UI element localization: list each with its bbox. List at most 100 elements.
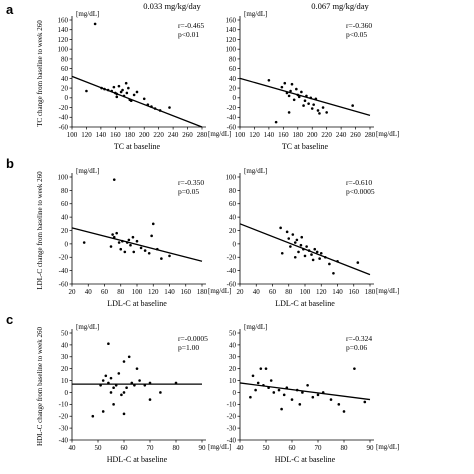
stat-label: r=-0.350 <box>178 178 204 187</box>
data-point <box>314 97 318 101</box>
y-unit-label: [mg/dL] <box>244 167 267 175</box>
data-point <box>106 88 110 92</box>
data-point <box>254 388 257 392</box>
data-point <box>316 109 320 112</box>
y-tick-label: 10 <box>229 377 237 385</box>
data-point <box>279 226 282 230</box>
data-point <box>122 391 126 394</box>
data-point <box>132 93 136 97</box>
x-tick-label: 140 <box>264 131 275 139</box>
y-tick-label: 20 <box>61 227 69 235</box>
y-tick-label: 160 <box>226 16 237 24</box>
stat-label: r=-0.610 <box>346 178 372 187</box>
x-tick-label: 280 <box>197 131 208 139</box>
x-tick-label: 60 <box>121 444 129 452</box>
y-tick-label: 0 <box>65 240 69 248</box>
x-tick-label: 260 <box>350 131 361 139</box>
x-axis-label: TC at baseline <box>114 142 161 151</box>
y-tick-label: 40 <box>229 214 237 222</box>
y-tick-label: 140 <box>58 26 69 34</box>
data-point <box>117 372 121 375</box>
x-tick-label: 240 <box>168 131 179 139</box>
data-point <box>121 88 124 92</box>
x-tick-label: 80 <box>173 444 181 452</box>
data-point <box>135 239 139 243</box>
data-point <box>119 247 123 251</box>
chart-b-right: [mg/dL] [mg/dL] -60 -40 -20 0 20 40 60 80 100 20 40 6… <box>226 167 400 308</box>
data-point <box>82 241 86 244</box>
data-point <box>307 102 310 105</box>
y-tick-label: -30 <box>227 425 237 433</box>
y-tick-label: -20 <box>227 413 237 421</box>
data-point <box>311 258 315 262</box>
chart-b-left: [mg/dL] [mg/dL] -60 -40 -20 0 20 40 60 80 100 20 40 6… <box>36 167 231 308</box>
data-point <box>174 381 178 385</box>
x-tick-label: 120 <box>81 131 92 139</box>
data-point <box>310 107 314 110</box>
data-point <box>307 249 311 252</box>
x-tick-label: 280 <box>365 131 376 139</box>
y-tick-label: 100 <box>58 46 69 54</box>
x-tick-label: 220 <box>321 131 332 139</box>
data-point <box>310 253 313 256</box>
y-tick-label: 80 <box>229 55 237 63</box>
data-point <box>329 398 333 401</box>
y-tick-label: 50 <box>61 329 69 337</box>
data-point <box>321 106 325 109</box>
data-point <box>99 384 102 387</box>
trend-line <box>71 75 203 128</box>
data-point <box>112 178 116 181</box>
data-point <box>313 247 317 251</box>
x-tick-label: 40 <box>237 444 245 452</box>
data-point <box>293 255 297 259</box>
data-point <box>112 386 115 389</box>
data-point <box>305 94 308 98</box>
data-point <box>115 95 119 99</box>
y-tick-label: 60 <box>61 200 69 208</box>
data-point <box>138 379 141 382</box>
y-tick-label: 60 <box>61 65 69 73</box>
data-point <box>302 104 305 107</box>
data-point <box>159 391 162 394</box>
data-point <box>93 22 97 26</box>
data-point <box>287 94 291 98</box>
x-tick-label: 90 <box>199 444 207 452</box>
stat-label: r=-0.360 <box>346 21 372 30</box>
y-tick-label: 100 <box>58 173 69 181</box>
x-tick-label: 50 <box>263 444 271 452</box>
data-point <box>135 90 139 94</box>
data-point <box>168 254 171 258</box>
data-point <box>280 251 284 255</box>
y-tick-label: 20 <box>229 84 237 92</box>
x-tick-label: 240 <box>336 131 347 139</box>
data-point <box>131 235 135 239</box>
data-point <box>168 106 171 109</box>
y-tick-label: -30 <box>59 425 69 433</box>
data-point <box>101 410 105 413</box>
stat-label: r=-0.465 <box>178 21 204 30</box>
stat-label: p=1.00 <box>178 343 199 352</box>
data-point <box>264 367 268 370</box>
data-point <box>295 87 298 91</box>
y-tick-label: -40 <box>59 436 69 444</box>
x-tick-label: 40 <box>85 288 93 296</box>
stat-label: p<0.05 <box>346 30 367 39</box>
data-point <box>127 238 131 242</box>
y-axis-label: TC change from baseline to week 260 <box>36 20 44 127</box>
y-tick-label: -20 <box>59 104 69 112</box>
data-point <box>129 99 133 103</box>
data-point <box>332 272 335 275</box>
x-tick-label: 160 <box>110 131 121 139</box>
data-point <box>274 120 278 124</box>
x-tick-label: 80 <box>117 288 125 296</box>
data-point <box>150 234 153 238</box>
x-tick-label: 100 <box>132 288 143 296</box>
y-tick-label: 20 <box>61 365 69 373</box>
y-tick-label: 120 <box>226 36 237 44</box>
x-unit-label: [mg/dL] <box>376 287 399 295</box>
x-tick-label: 120 <box>148 288 159 296</box>
x-tick-label: 140 <box>96 131 107 139</box>
data-point <box>295 238 299 242</box>
y-tick-label: 40 <box>61 214 69 222</box>
data-point <box>150 105 153 108</box>
